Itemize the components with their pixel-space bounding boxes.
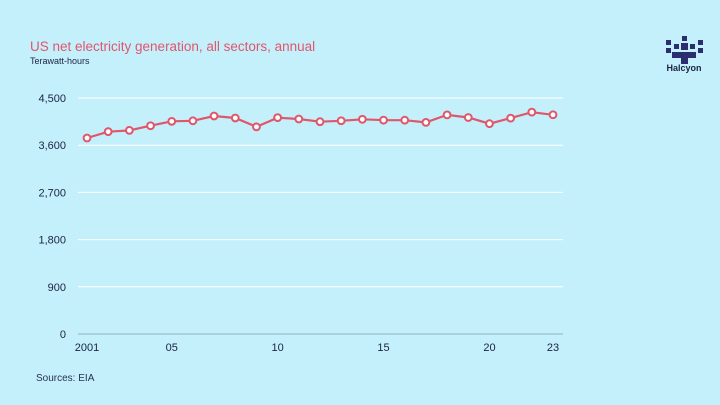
- data-point: [379, 115, 388, 125]
- data-point: [124, 125, 134, 135]
- data-points: [82, 107, 558, 143]
- data-point: [548, 110, 558, 120]
- data-point: [252, 122, 261, 132]
- data-point: [82, 133, 92, 143]
- data-point: [336, 116, 346, 126]
- x-tick-label: 10: [272, 342, 284, 354]
- pixel-cross-logo-icon: [666, 36, 703, 64]
- data-point: [463, 113, 473, 122]
- x-axis-ticks: 2001 05 10 15 20 23: [75, 342, 559, 354]
- data-point: [146, 121, 155, 131]
- x-tick-label: 2001: [75, 342, 99, 354]
- source-note: Sources: EIA: [36, 373, 95, 384]
- chart-subtitle: Terawatt-hours: [30, 56, 90, 66]
- data-point: [506, 113, 516, 123]
- data-point: [167, 116, 177, 126]
- data-point: [294, 114, 304, 124]
- data-point: [315, 117, 325, 127]
- y-tick-label: 900: [48, 282, 66, 294]
- data-point: [527, 107, 537, 117]
- data-point: [400, 115, 410, 125]
- chart-title: US net electricity generation, all secto…: [30, 39, 316, 54]
- data-point: [421, 117, 431, 127]
- data-point: [357, 114, 367, 124]
- x-tick-label: 23: [547, 342, 559, 354]
- data-point: [103, 127, 113, 137]
- y-tick-label: 1,800: [38, 235, 66, 247]
- data-point: [442, 110, 452, 120]
- x-tick-label: 05: [166, 342, 178, 354]
- data-point: [485, 119, 494, 129]
- y-tick-label: 4,500: [38, 93, 66, 105]
- y-tick-label: 0: [60, 329, 66, 341]
- x-tick-label: 15: [377, 342, 389, 354]
- y-tick-label: 2,700: [38, 187, 66, 199]
- data-point: [273, 113, 283, 123]
- y-axis-ticks: 0 900 1,800 2,700 3,600 4,500: [38, 93, 66, 341]
- data-point: [188, 116, 198, 126]
- data-point: [230, 113, 240, 123]
- x-tick-label: 20: [483, 342, 495, 354]
- gridlines: [78, 97, 563, 335]
- data-point: [209, 111, 219, 121]
- y-tick-label: 3,600: [38, 140, 66, 152]
- brand-name: Halcyon: [666, 63, 702, 73]
